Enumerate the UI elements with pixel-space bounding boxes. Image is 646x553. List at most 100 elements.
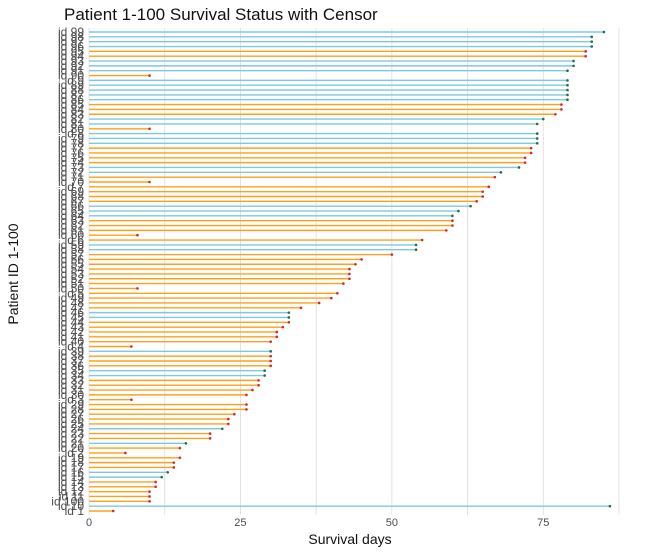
- x-tick-label: 0: [86, 517, 92, 529]
- y-tick-label: id 75: [58, 151, 84, 165]
- lollipop-point: [560, 108, 563, 111]
- y-tick-label: id 78: [58, 136, 84, 150]
- y-tick-label: id 96: [58, 40, 84, 54]
- y-tick-label: id 11: [59, 489, 84, 503]
- y-tick-label: id 40: [58, 335, 84, 349]
- gridlines: [88, 28, 620, 515]
- y-tick-label: id 93: [58, 54, 84, 68]
- x-tick-label: 50: [386, 517, 398, 529]
- lollipop-point: [287, 316, 291, 319]
- lollipop-point: [451, 224, 454, 227]
- y-tick-label: id 72: [58, 165, 84, 179]
- y-tick-label: id 98: [58, 30, 84, 44]
- y-tick-label: id 81: [58, 117, 84, 131]
- lollipop-point: [275, 335, 279, 339]
- lollipop-point: [111, 509, 115, 513]
- y-tick-label: id 24: [58, 422, 84, 436]
- y-tick-label: id 76: [58, 146, 84, 160]
- y-tick-label: id 97: [58, 35, 84, 49]
- y-tick-label: id 48: [58, 296, 84, 310]
- lollipop-point: [608, 504, 612, 508]
- lollipop-point: [233, 412, 236, 416]
- y-tick-label: id 84: [58, 102, 84, 116]
- lollipop-point: [208, 432, 212, 435]
- lollipop-point: [251, 388, 254, 392]
- lollipop-point: [336, 291, 339, 295]
- y-tick-label: id 52: [58, 272, 84, 286]
- lollipop-point: [269, 364, 273, 368]
- y-tick-label: id 60: [58, 228, 84, 242]
- y-tick-label: id 61: [58, 223, 84, 237]
- lollipop-point: [154, 485, 157, 489]
- lollipop-point: [172, 466, 176, 469]
- chart-title: Patient 1-100 Survival Status with Censo…: [64, 5, 378, 24]
- y-tick-label: id 87: [58, 88, 84, 102]
- y-tick-label: id 5: [65, 286, 85, 300]
- lollipop-point: [130, 398, 133, 402]
- lollipop-point: [227, 422, 230, 426]
- lollipop-point: [160, 475, 163, 479]
- y-tick-label: id 4: [65, 339, 85, 353]
- lollipop-point: [220, 427, 224, 431]
- y-tick-label: id 20: [58, 441, 84, 455]
- lollipop-point: [584, 54, 587, 58]
- lollipop-point: [317, 301, 321, 305]
- y-tick-label: id 9: [65, 73, 85, 87]
- lollipop-point: [124, 451, 127, 455]
- lollipop-point: [130, 345, 133, 348]
- lollipop-point: [590, 40, 594, 43]
- y-tick-label: id 25: [58, 417, 84, 431]
- y-tick-label: id 68: [58, 190, 84, 204]
- lollipop-point: [184, 441, 188, 445]
- lollipop-point: [566, 98, 569, 102]
- lollipop-point: [451, 219, 454, 222]
- lollipop-point: [281, 325, 285, 329]
- lollipop-point: [154, 480, 157, 484]
- y-tick-label: id 80: [58, 122, 84, 136]
- lollipop-point: [148, 74, 151, 77]
- y-tick-label: id 51: [58, 277, 84, 291]
- lollipop-point: [535, 137, 539, 140]
- lollipop-point: [566, 88, 569, 92]
- lollipop-point: [348, 267, 351, 271]
- y-tick-label: id 21: [58, 436, 84, 450]
- y-tick-label: id 16: [58, 465, 84, 479]
- x-axis-title: Survival days: [308, 531, 391, 547]
- y-tick-label: id 41: [58, 330, 84, 344]
- y-tick-label: id 12: [58, 485, 84, 499]
- lollipop-point: [535, 132, 539, 135]
- y-tick-label: id 62: [58, 219, 84, 233]
- lollipop-point: [487, 185, 491, 189]
- lollipop-point: [263, 369, 266, 372]
- y-tick-label: id 45: [58, 310, 84, 324]
- y-tick-label: id 28: [58, 402, 84, 416]
- y-tick-label: id 99: [58, 25, 84, 39]
- lollipop-point: [269, 340, 273, 343]
- y-tick-label: id 67: [58, 194, 84, 208]
- lollipop-point: [560, 103, 563, 106]
- y-tick-label: id 22: [58, 431, 84, 445]
- lollipop-point: [287, 311, 291, 314]
- y-tick-label: id 55: [58, 257, 84, 271]
- lollipop-point: [136, 287, 139, 290]
- y-tick-label: id 37: [58, 354, 84, 368]
- y-tick-label: id 65: [58, 204, 84, 218]
- lollipop-point: [136, 233, 139, 237]
- y-tick-label: id 17: [58, 460, 84, 474]
- y-tick-label: id 85: [58, 98, 84, 112]
- x-tick-label: 75: [537, 517, 549, 529]
- lollipop-point: [523, 156, 527, 160]
- lollipop-point: [269, 359, 273, 363]
- lollipop-point: [148, 495, 151, 498]
- y-tick-label: id 36: [58, 359, 84, 373]
- y-tick-label: id 42: [58, 325, 84, 339]
- y-tick-label: id 3: [65, 393, 85, 407]
- y-tick-label: id 66: [58, 199, 84, 213]
- lollipop-point: [414, 243, 418, 247]
- lollipop-point: [208, 437, 212, 440]
- y-tick-label: id 79: [58, 131, 84, 145]
- lollipop-point: [275, 330, 279, 334]
- y-tick-label: id 26: [58, 412, 84, 426]
- lollipop-point: [499, 171, 503, 174]
- y-tick-label: id 23: [58, 427, 84, 441]
